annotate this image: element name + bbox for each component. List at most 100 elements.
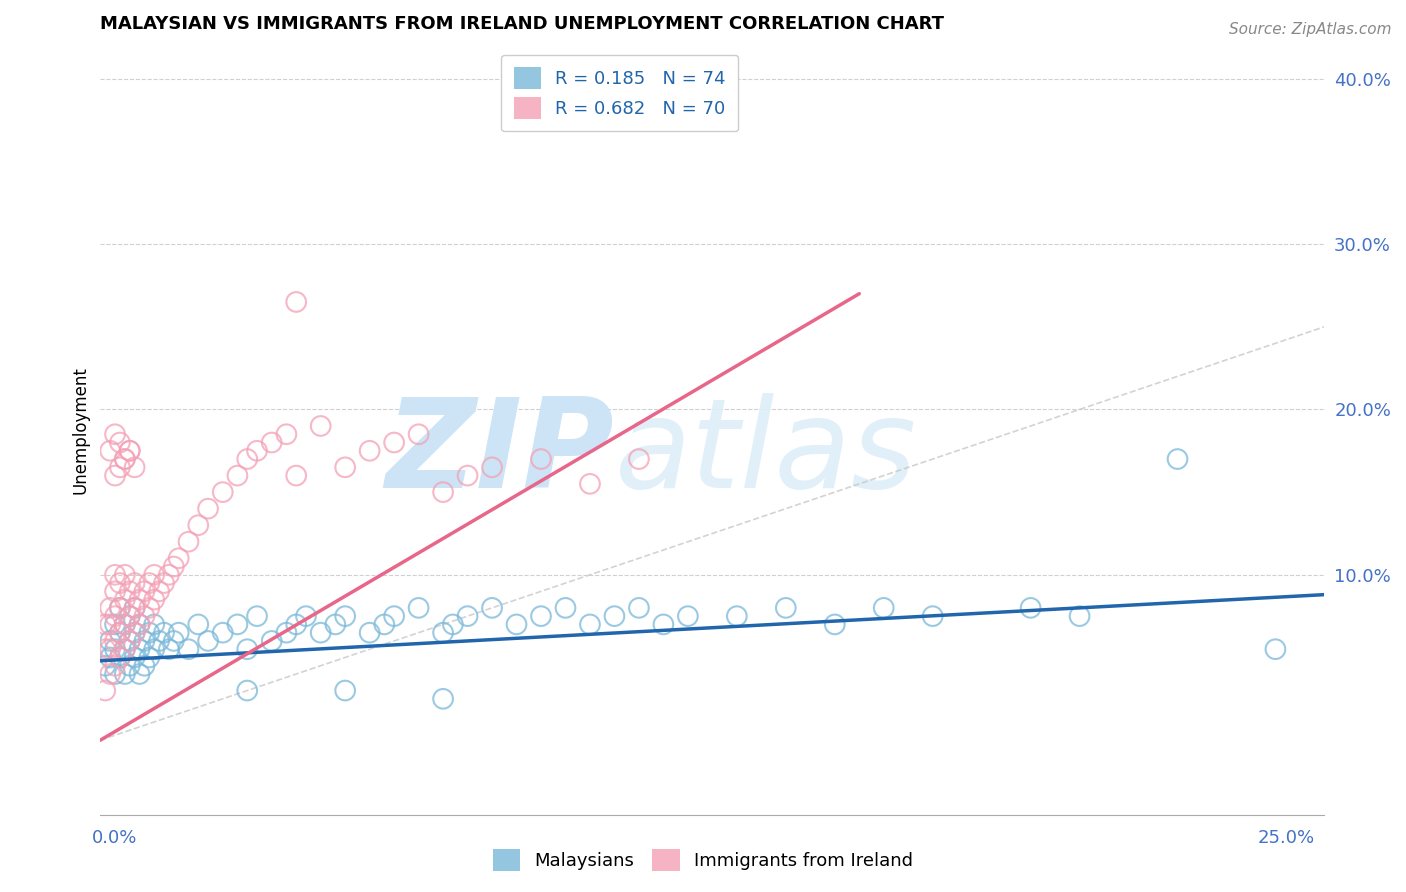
- Point: [530, 609, 553, 624]
- Point: [138, 576, 160, 591]
- Point: [124, 625, 146, 640]
- Point: [114, 617, 136, 632]
- Point: [114, 452, 136, 467]
- Point: [177, 642, 200, 657]
- Point: [104, 642, 127, 657]
- Point: [104, 427, 127, 442]
- Point: [211, 485, 233, 500]
- Point: [98, 617, 121, 632]
- Point: [94, 683, 117, 698]
- Point: [118, 443, 141, 458]
- Point: [124, 600, 146, 615]
- Point: [652, 617, 675, 632]
- Point: [309, 419, 332, 434]
- Text: ZIP: ZIP: [385, 392, 614, 514]
- Point: [98, 443, 121, 458]
- Legend: Malaysians, Immigrants from Ireland: Malaysians, Immigrants from Ireland: [486, 842, 920, 879]
- Point: [285, 468, 308, 483]
- Point: [505, 617, 527, 632]
- Text: 25.0%: 25.0%: [1257, 829, 1315, 847]
- Point: [246, 609, 269, 624]
- Point: [134, 658, 156, 673]
- Point: [94, 617, 117, 632]
- Point: [128, 667, 150, 681]
- Point: [359, 625, 381, 640]
- Point: [167, 551, 190, 566]
- Point: [124, 650, 146, 665]
- Point: [236, 683, 259, 698]
- Point: [276, 625, 298, 640]
- Point: [408, 427, 430, 442]
- Point: [579, 476, 602, 491]
- Point: [157, 567, 180, 582]
- Point: [211, 625, 233, 640]
- Point: [725, 609, 748, 624]
- Point: [108, 650, 131, 665]
- Legend: R = 0.185   N = 74, R = 0.682   N = 70: R = 0.185 N = 74, R = 0.682 N = 70: [501, 54, 738, 131]
- Point: [118, 609, 141, 624]
- Point: [98, 634, 121, 648]
- Point: [333, 609, 356, 624]
- Point: [187, 617, 209, 632]
- Point: [260, 435, 283, 450]
- Point: [373, 617, 395, 632]
- Point: [108, 600, 131, 615]
- Point: [108, 600, 131, 615]
- Point: [187, 518, 209, 533]
- Point: [441, 617, 464, 632]
- Point: [114, 452, 136, 467]
- Point: [603, 609, 626, 624]
- Point: [148, 634, 170, 648]
- Point: [114, 642, 136, 657]
- Point: [128, 592, 150, 607]
- Point: [104, 658, 127, 673]
- Point: [333, 460, 356, 475]
- Point: [382, 609, 405, 624]
- Point: [359, 443, 381, 458]
- Point: [124, 600, 146, 615]
- Point: [167, 625, 190, 640]
- Point: [98, 600, 121, 615]
- Point: [143, 592, 166, 607]
- Point: [143, 617, 166, 632]
- Text: 0.0%: 0.0%: [91, 829, 136, 847]
- Point: [124, 576, 146, 591]
- Point: [197, 634, 219, 648]
- Point: [1264, 642, 1286, 657]
- Point: [579, 617, 602, 632]
- Point: [285, 295, 308, 310]
- Point: [114, 592, 136, 607]
- Point: [432, 691, 454, 706]
- Text: atlas: atlas: [614, 392, 917, 514]
- Point: [163, 634, 186, 648]
- Point: [98, 667, 121, 681]
- Point: [1069, 609, 1091, 624]
- Point: [143, 567, 166, 582]
- Point: [134, 609, 156, 624]
- Point: [134, 584, 156, 599]
- Point: [104, 609, 127, 624]
- Point: [153, 576, 176, 591]
- Point: [530, 452, 553, 467]
- Point: [554, 600, 576, 615]
- Point: [128, 617, 150, 632]
- Point: [153, 625, 176, 640]
- Point: [1019, 600, 1042, 615]
- Point: [138, 625, 160, 640]
- Point: [333, 683, 356, 698]
- Point: [138, 650, 160, 665]
- Point: [134, 634, 156, 648]
- Point: [108, 625, 131, 640]
- Point: [114, 642, 136, 657]
- Point: [138, 600, 160, 615]
- Point: [276, 427, 298, 442]
- Point: [676, 609, 699, 624]
- Point: [114, 667, 136, 681]
- Point: [114, 567, 136, 582]
- Point: [98, 650, 121, 665]
- Point: [309, 625, 332, 640]
- Point: [128, 642, 150, 657]
- Point: [197, 501, 219, 516]
- Point: [163, 559, 186, 574]
- Point: [481, 460, 503, 475]
